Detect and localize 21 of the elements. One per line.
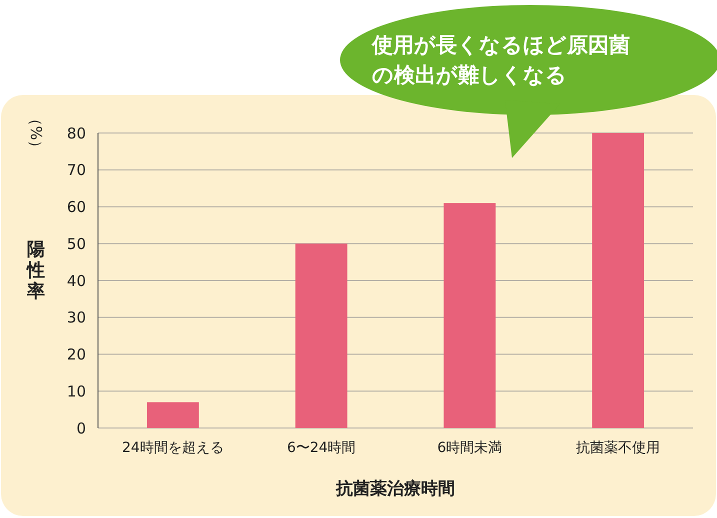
bar xyxy=(592,133,644,428)
x-tick-label: 6〜24時間 xyxy=(286,440,356,456)
y-tick-label: 30 xyxy=(66,308,86,327)
y-tick-label: 50 xyxy=(66,234,86,253)
y-tick-label: 10 xyxy=(66,382,86,400)
y-tick-label: 60 xyxy=(66,198,86,216)
y-tick-label: 70 xyxy=(66,161,86,180)
text: （%） xyxy=(26,110,45,156)
y-tick-label: 40 xyxy=(66,272,86,290)
x-tick-label: 6時間未満 xyxy=(437,440,502,456)
bar xyxy=(295,244,348,428)
x-tick-label: 抗菌薬不使用 xyxy=(576,440,660,456)
bar xyxy=(146,402,199,428)
x-tick-label: 24時間を超える xyxy=(122,440,224,456)
y-tick-label: 20 xyxy=(66,346,86,364)
text: 使用が長くなるほど原因菌の検出が難しくなる xyxy=(371,33,630,87)
y-tick-label: 0 xyxy=(76,419,86,438)
y-axis-title: 陽性率 xyxy=(26,239,45,302)
bar xyxy=(444,203,496,428)
y-tick-label: 80 xyxy=(66,124,86,142)
x-axis-title: 抗菌薬治療時間 xyxy=(335,479,455,499)
